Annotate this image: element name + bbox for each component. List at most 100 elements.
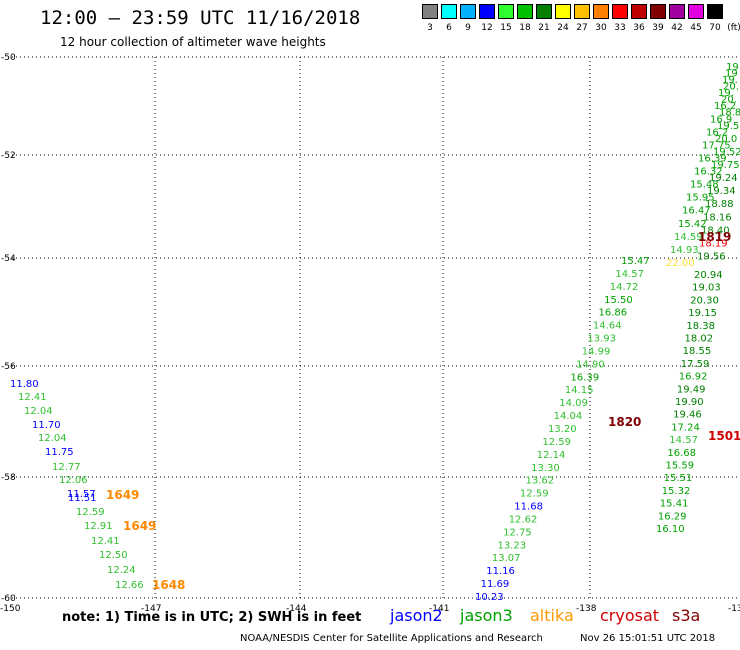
- pass-time-label: 1819: [698, 230, 731, 244]
- legend-swatch: [612, 4, 628, 19]
- footer-note: note: 1) Time is in UTC; 2) SWH is in fe…: [62, 610, 362, 625]
- wave-height-reading: 13.93: [587, 334, 616, 345]
- wave-height-reading: 12.06: [59, 475, 88, 486]
- wave-height-reading: 12.59: [520, 489, 549, 500]
- wave-height-reading: 13.07: [492, 553, 521, 564]
- wave-height-reading: 17.24: [671, 422, 700, 433]
- wave-height-reading: 12.04: [38, 433, 67, 444]
- wave-height-reading: 14.15: [565, 385, 594, 396]
- wave-height-reading: 14.57: [615, 269, 644, 280]
- latitude-label: -58: [1, 473, 16, 483]
- latitude-label: -56: [1, 362, 16, 372]
- wave-height-reading: 14.59: [674, 232, 703, 243]
- wave-height-reading: 10.23: [475, 592, 504, 603]
- legend-swatch: [555, 4, 571, 19]
- wave-height-reading: 16.10: [656, 524, 685, 535]
- wave-height-reading: 16.2: [714, 101, 736, 112]
- latitude-label: -52: [1, 151, 16, 161]
- legend-swatch: [517, 4, 533, 19]
- generation-timestamp: Nov 26 15:01:51 UTC 2018: [580, 633, 716, 644]
- longitude-label: -141: [429, 604, 449, 614]
- wave-height-reading: 11.69: [481, 579, 510, 590]
- wave-height-reading: 19.5: [717, 121, 739, 132]
- wave-height-reading: 18.19: [699, 238, 728, 249]
- legend-altika: altika: [530, 606, 574, 625]
- legend-swatch: [650, 4, 666, 19]
- wave-height-reading: 19.75: [711, 160, 740, 171]
- wave-height-reading: 14.99: [582, 346, 611, 357]
- wave-height-reading: 11.80: [10, 379, 39, 390]
- wave-height-reading: 20.94: [694, 270, 723, 281]
- legend-swatch-label: 18: [519, 23, 531, 33]
- legend-cryosat: cryosat: [600, 606, 660, 625]
- wave-height-reading: 18.02: [685, 334, 714, 345]
- wave-height-reading: 20.: [723, 82, 739, 93]
- legend-swatch: [441, 4, 457, 19]
- wave-height-reading: 17.59: [681, 359, 710, 370]
- legend-jason3: jason3: [460, 606, 513, 625]
- wave-height-reading: 18.16: [703, 212, 732, 223]
- wave-height-reading: 12.59: [542, 437, 571, 448]
- legend-swatch-label: 9: [465, 23, 471, 33]
- wave-height-reading: 19.34: [707, 186, 736, 197]
- pass-time-label: 1820: [608, 415, 641, 429]
- wave-height-reading: 12.41: [91, 536, 120, 547]
- legend-swatch-label: 33: [614, 23, 626, 33]
- wave-height-reading: 12.59: [76, 507, 105, 518]
- wave-height-reading: 11.68: [514, 502, 543, 513]
- wave-height-reading: 19.49: [677, 384, 706, 395]
- wave-height-reading: 19.: [718, 88, 734, 99]
- wave-height-reading: 16.68: [667, 448, 696, 459]
- longitude-label: -150: [0, 604, 21, 614]
- wave-height-reading: 11.70: [32, 420, 61, 431]
- legend-swatch-label: 3: [427, 23, 433, 33]
- latitude-label: -54: [1, 254, 16, 264]
- wave-height-reading: 15.41: [660, 499, 689, 510]
- legend-swatch-label: 70: [709, 23, 721, 33]
- wave-height-reading: 18.40: [701, 225, 730, 236]
- wave-height-reading: 16.92: [679, 372, 708, 383]
- legend-swatch: [574, 4, 590, 19]
- wave-height-reading: 15.59: [666, 461, 695, 472]
- wave-height-reading: 16.29: [658, 511, 687, 522]
- wave-height-reading: 15.51: [664, 473, 693, 484]
- legend-swatch-label: 27: [576, 23, 588, 33]
- legend-swatch: [593, 4, 609, 19]
- legend-swatch-label: 42: [671, 23, 683, 33]
- wave-height-reading: 15.32: [662, 486, 691, 497]
- legend-swatch: [479, 4, 495, 19]
- legend-swatch: [422, 4, 438, 19]
- wave-height-reading: 18.88: [705, 199, 734, 210]
- legend-swatch-label: 6: [446, 23, 452, 33]
- wave-height-reading: 12.91: [84, 521, 113, 532]
- wave-height-reading: 19.15: [688, 308, 717, 319]
- wave-height-reading: 13.62: [526, 476, 555, 487]
- pass-time-label: 1649: [106, 488, 139, 502]
- legend-swatch: [460, 4, 476, 19]
- pass-time-label: 1501: [708, 429, 740, 443]
- wave-height-reading: 12.24: [107, 565, 136, 576]
- wave-height-reading: 20.30: [690, 295, 719, 306]
- wave-height-reading: 15.47: [621, 256, 650, 267]
- wave-height-reading: 12.41: [18, 392, 47, 403]
- longitude-label: -147: [141, 604, 161, 614]
- legend-swatch-label: 30: [595, 23, 607, 33]
- wave-height-reading: 11.51: [68, 493, 97, 504]
- longitude-label: -138: [576, 604, 597, 614]
- wave-height-reading: 14.57: [669, 435, 698, 446]
- wave-height-reading: 12.77: [52, 462, 81, 473]
- wave-height-reading: 19: [725, 69, 738, 80]
- longitude-label: -144: [286, 604, 307, 614]
- wave-height-reading: 15.50: [604, 295, 633, 306]
- wave-height-reading: 18.55: [683, 346, 712, 357]
- wave-height-reading: 12.50: [99, 550, 128, 561]
- legend-swatch-label: 36: [633, 23, 645, 33]
- wave-height-reading: 15.42: [678, 219, 707, 230]
- legend-unit: (ft): [727, 23, 740, 33]
- wave-height-reading: 13.20: [548, 424, 577, 435]
- wave-height-reading: 19.52: [713, 147, 740, 158]
- legend-swatch: [707, 4, 723, 19]
- legend-swatch: [669, 4, 685, 19]
- wave-height-reading: 19.46: [673, 410, 702, 421]
